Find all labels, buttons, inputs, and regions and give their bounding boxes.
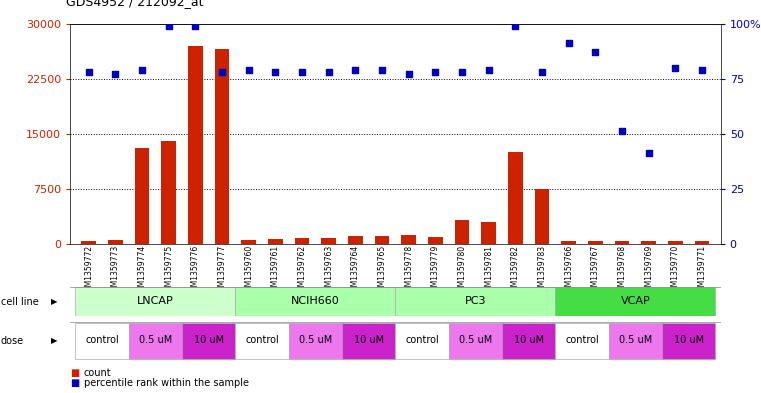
Bar (642, 241, 656, 244)
Point (376, 67, 388, 73)
Text: VCAP: VCAP (620, 296, 650, 306)
Text: control: control (245, 335, 279, 345)
Point (456, 69, 468, 75)
Bar (342, 323, 396, 359)
Text: count: count (84, 368, 111, 378)
Point (536, 69, 548, 75)
Bar (288, 323, 342, 359)
Point (589, 49, 601, 55)
Text: cell line: cell line (1, 297, 39, 307)
Bar (449, 323, 502, 359)
Bar (396, 323, 449, 359)
Bar (615, 241, 629, 244)
Bar (482, 222, 496, 244)
Text: 0.5 uM: 0.5 uM (459, 335, 492, 345)
Bar (188, 46, 202, 244)
Bar (695, 241, 709, 244)
Text: PC3: PC3 (464, 296, 486, 306)
Point (349, 67, 361, 73)
Text: percentile rank within the sample: percentile rank within the sample (84, 378, 249, 388)
Point (163, 23, 175, 29)
Point (136, 67, 148, 73)
Bar (668, 241, 683, 244)
Text: control: control (565, 335, 599, 345)
Bar (241, 240, 256, 244)
Bar (508, 152, 523, 244)
Text: ■: ■ (70, 378, 79, 388)
Bar (662, 323, 715, 359)
Bar (588, 241, 603, 244)
Text: dose: dose (1, 336, 24, 346)
Point (216, 69, 228, 75)
Text: 0.5 uM: 0.5 uM (139, 335, 172, 345)
Bar (235, 287, 396, 316)
Text: LNCAP: LNCAP (137, 296, 174, 306)
Bar (235, 323, 288, 359)
Point (696, 67, 708, 73)
Bar (535, 189, 549, 244)
Bar (215, 49, 229, 244)
Point (189, 23, 202, 29)
Bar (135, 148, 149, 244)
Point (269, 69, 282, 75)
Bar (129, 323, 182, 359)
Bar (321, 238, 336, 244)
Text: ■: ■ (70, 368, 79, 378)
Point (562, 40, 575, 46)
Bar (609, 323, 662, 359)
Bar (374, 235, 390, 244)
Text: 10 uM: 10 uM (514, 335, 543, 345)
Point (403, 71, 415, 77)
Bar (295, 238, 309, 244)
Bar (454, 220, 470, 244)
Bar (428, 237, 443, 244)
Text: control: control (405, 335, 439, 345)
Point (642, 150, 654, 156)
Point (429, 69, 441, 75)
Point (323, 69, 335, 75)
Text: 10 uM: 10 uM (193, 335, 224, 345)
Text: 10 uM: 10 uM (354, 335, 384, 345)
Text: 10 uM: 10 uM (673, 335, 704, 345)
Text: GDS4952 / 212092_at: GDS4952 / 212092_at (66, 0, 204, 8)
Bar (556, 287, 715, 316)
Bar (75, 287, 235, 316)
Bar (348, 235, 363, 244)
Point (83, 69, 95, 75)
Point (669, 64, 681, 71)
Bar (562, 241, 576, 244)
Bar (502, 323, 556, 359)
Bar (81, 241, 96, 244)
Point (110, 71, 122, 77)
Point (482, 67, 495, 73)
Point (243, 67, 255, 73)
Bar (396, 287, 556, 316)
Bar (108, 240, 123, 244)
Bar (556, 323, 609, 359)
Bar (268, 239, 282, 244)
Bar (401, 235, 416, 244)
Text: ▶: ▶ (51, 336, 58, 345)
Text: ▶: ▶ (51, 297, 58, 306)
Text: 0.5 uM: 0.5 uM (299, 335, 332, 345)
Text: NCIH660: NCIH660 (291, 296, 339, 306)
Point (509, 23, 521, 29)
Bar (161, 141, 176, 244)
Text: control: control (85, 335, 119, 345)
Point (616, 128, 628, 134)
Bar (75, 323, 129, 359)
Text: 0.5 uM: 0.5 uM (619, 335, 652, 345)
Point (296, 69, 308, 75)
Bar (182, 323, 235, 359)
